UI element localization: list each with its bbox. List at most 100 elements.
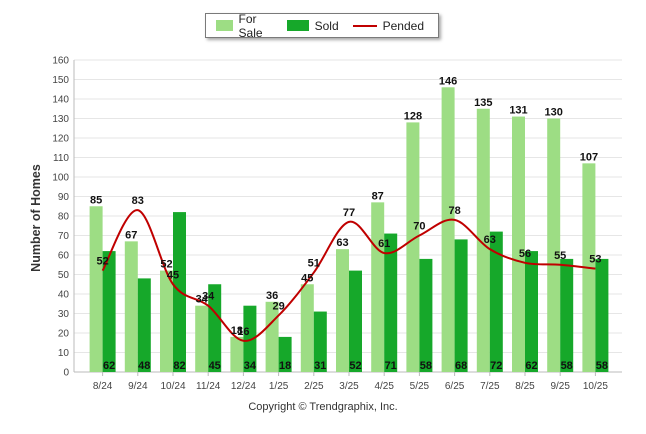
pended-line (101, 209, 596, 342)
bar-for-sale (371, 202, 385, 372)
sold-data-label: 71 (385, 360, 397, 372)
bar-sold (349, 270, 362, 372)
for-sale-data-label: 128 (404, 110, 422, 122)
pended-data-label: 63 (484, 234, 496, 246)
bar-sold (525, 251, 538, 372)
for-sale-data-label: 67 (125, 229, 137, 241)
bar-sold (384, 233, 398, 372)
y-tick-label: 130 (52, 114, 69, 125)
y-tick-label: 30 (58, 309, 70, 320)
y-tick-label: 10 (58, 348, 70, 359)
sold-data-label: 62 (103, 360, 115, 372)
x-tick-label: 7/25 (480, 381, 500, 392)
bar-for-sale (124, 241, 138, 372)
x-tick-label: 8/25 (515, 381, 535, 392)
y-tick-label: 60 (58, 251, 70, 262)
sold-data-label: 48 (138, 360, 150, 372)
legend: For Sale Sold Pended (205, 12, 439, 40)
y-tick-label: 160 (52, 56, 69, 67)
pended-data-label: 61 (378, 238, 390, 250)
copyright-footer: Copyright © Trendgraphix, Inc. (248, 401, 398, 413)
y-tick-label: 0 (63, 368, 69, 379)
x-tick-label: 4/25 (374, 381, 394, 392)
y-tick-label: 80 (58, 212, 70, 223)
pended-data-label: 45 (167, 269, 179, 281)
for-sale-data-label: 85 (90, 194, 102, 206)
bar-sold (560, 258, 574, 372)
sold-data-label: 58 (596, 360, 608, 372)
bar-for-sale (300, 284, 314, 372)
pended-data-label: 16 (237, 326, 249, 338)
bar-for-sale (406, 122, 420, 373)
for-sale-data-label: 52 (160, 259, 172, 271)
pended-data-label: 55 (554, 250, 566, 262)
bar-sold (278, 336, 292, 372)
y-tick-label: 150 (52, 75, 69, 86)
for-sale-data-label: 34 (196, 294, 209, 306)
bar-sold (243, 305, 257, 372)
sold-data-label: 72 (490, 360, 502, 372)
bar-for-sale (336, 249, 349, 372)
bar-sold (137, 278, 151, 372)
x-tick-label: 10/25 (583, 381, 608, 392)
x-tick-label: 2/25 (304, 381, 324, 392)
for-sale-data-label: 107 (580, 151, 598, 163)
x-tick-label: 11/24 (196, 381, 221, 392)
x-tick-label: 5/25 (410, 381, 430, 392)
for-sale-data-label: 135 (474, 97, 492, 109)
y-tick-label: 120 (52, 134, 69, 145)
for-sale-data-label: 45 (301, 272, 313, 284)
legend-label-sold: Sold (314, 18, 339, 33)
bar-sold (454, 239, 468, 372)
for-sale-data-label: 18 (231, 325, 243, 337)
legend-item-pended: Pended (352, 18, 424, 33)
sold-data-label: 45 (209, 360, 221, 372)
bar-sold (419, 258, 433, 372)
x-tick-label: 8/24 (93, 381, 113, 392)
pended-data-label: 56 (519, 248, 531, 260)
bar-for-sale (512, 116, 525, 372)
y-tick-label: 50 (58, 270, 70, 281)
pended-data-label: 77 (343, 207, 355, 219)
sold-data-label: 31 (314, 360, 326, 372)
pended-data-label: 53 (589, 254, 601, 266)
y-tick-label: 70 (58, 231, 70, 242)
bar-for-sale (89, 206, 103, 372)
for-sale-data-label: 36 (266, 290, 278, 302)
for-sale-data-label: 146 (439, 75, 457, 87)
bar-sold (595, 258, 609, 372)
pended-data-label: 34 (202, 291, 215, 303)
sold-data-label: 82 (173, 360, 185, 372)
sold-data-label: 58 (420, 360, 432, 372)
x-tick-label: 3/25 (339, 381, 359, 392)
legend-label-pended: Pended (382, 18, 424, 33)
pended-data-label: 52 (96, 256, 108, 268)
pended-data-label: 78 (448, 205, 460, 217)
legend-item-sold: Sold (286, 18, 339, 33)
bar-for-sale (195, 305, 209, 372)
y-tick-label: 140 (52, 95, 69, 106)
y-tick-label: 40 (58, 290, 70, 301)
legend-line-pended (352, 24, 377, 27)
sold-data-label: 62 (525, 360, 537, 372)
x-tick-label: 12/24 (231, 381, 256, 392)
x-tick-label: 1/25 (269, 381, 289, 392)
legend-item-for-sale: For Sale (216, 12, 273, 40)
pended-data-label: 29 (272, 300, 284, 312)
x-tick-label: 6/25 (445, 381, 465, 392)
bar-for-sale (547, 118, 561, 372)
x-tick-label: 9/24 (128, 381, 148, 392)
legend-swatch-sold (286, 20, 309, 31)
sold-data-label: 34 (244, 360, 257, 372)
bar-for-sale (230, 336, 244, 372)
bar-for-sale (160, 270, 173, 372)
pended-data-label: 51 (308, 258, 320, 270)
bar-sold (102, 251, 116, 372)
x-tick-label: 9/25 (550, 381, 570, 392)
bar-for-sale (441, 87, 455, 373)
legend-swatch-for-sale (216, 20, 233, 31)
bar-sold (489, 231, 503, 372)
sold-data-label: 52 (349, 360, 361, 372)
pended-data-label: 70 (413, 221, 425, 233)
